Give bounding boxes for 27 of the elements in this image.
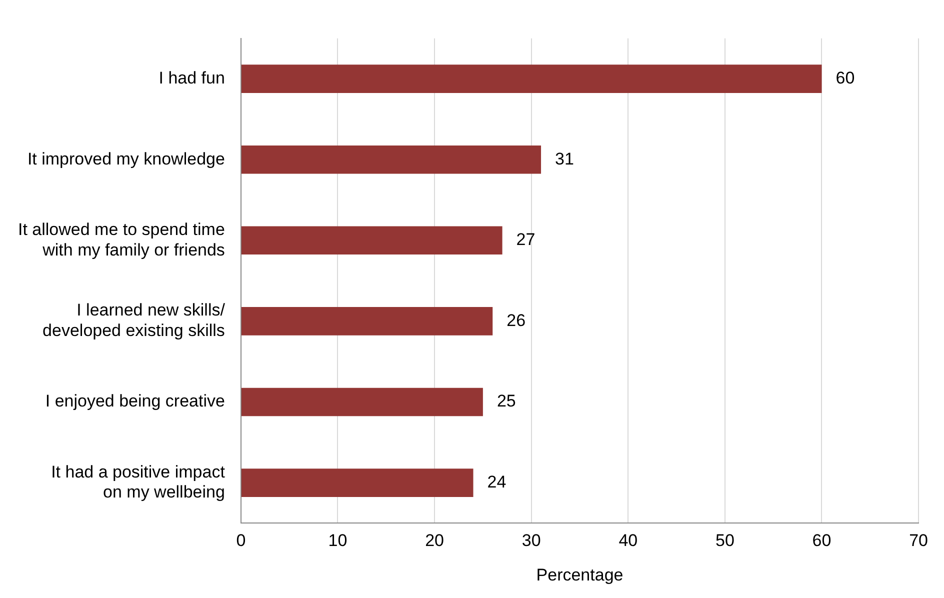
bar xyxy=(241,145,542,174)
bar xyxy=(241,226,502,255)
y-tick-label: I learned new skills/ developed existing skills xyxy=(42,300,226,340)
y-tick-label: I enjoyed being creative xyxy=(45,392,225,411)
bar xyxy=(241,468,474,497)
x-tick-label: 30 xyxy=(522,531,541,550)
y-tick-label: I had fun xyxy=(158,68,225,88)
bar xyxy=(241,307,493,336)
x-tick-label: 10 xyxy=(328,531,348,550)
x-tick-label: 0 xyxy=(236,531,246,550)
data-label: 60 xyxy=(836,68,855,88)
data-label: 25 xyxy=(496,392,516,411)
data-label: 26 xyxy=(506,310,526,330)
x-tick-label: 40 xyxy=(618,531,638,550)
x-tick-label: 70 xyxy=(909,531,928,550)
x-axis-title: Percentage xyxy=(536,565,624,584)
data-label: 31 xyxy=(555,149,574,168)
bar xyxy=(241,388,483,416)
y-tick-label: It allowed me to spend time with my family or friends xyxy=(18,220,225,260)
y-tick-label: It had a positive impact on my wellbeing xyxy=(51,462,226,502)
x-tick-label: 50 xyxy=(715,531,734,550)
y-tick-label: It improved my knowledge xyxy=(27,149,225,168)
data-label: 27 xyxy=(516,230,536,250)
x-tick-label: 20 xyxy=(425,531,444,550)
data-label: 24 xyxy=(487,472,506,492)
bar xyxy=(241,64,822,93)
x-tick-label: 60 xyxy=(812,531,832,550)
